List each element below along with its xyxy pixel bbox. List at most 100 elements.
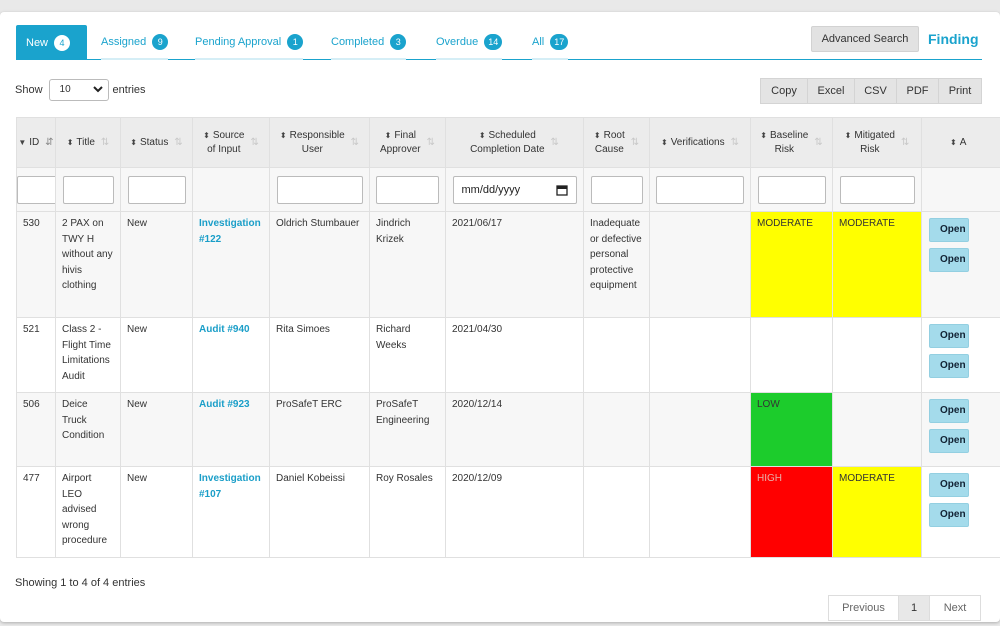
sort-icon: ⬍	[66, 138, 74, 147]
findings-table: ▼ ID ⇵ ⬍ Title ⇅ ⬍ Status ⇅ ⬍ Source of Input ⇅ ⬍…	[16, 117, 1000, 558]
excel-button[interactable]: Excel	[807, 78, 854, 104]
column-header-scheduled-date[interactable]: ⬍ Scheduled Completion Date ⇅	[445, 117, 584, 168]
column-header-baseline-risk[interactable]: ⬍ Baseline Risk ⇅	[750, 117, 833, 168]
filter-date-completion[interactable]: mm/dd/yyyy	[452, 175, 577, 204]
open-button[interactable]: Open	[929, 503, 969, 527]
chevron-down-icon	[92, 86, 103, 93]
cell-completion-date: 2021/04/30	[445, 317, 584, 393]
table-info: Showing 1 to 4 of 4 entries	[15, 577, 146, 589]
column-header-source[interactable]: ⬍ Source of Input ⇅	[192, 117, 270, 168]
tab-new[interactable]: New 4	[16, 25, 87, 60]
entries-select[interactable]: 10	[48, 79, 109, 101]
next-page-button[interactable]: Next	[929, 595, 981, 621]
tab-label: Assigned	[101, 35, 147, 48]
tab-count-badge: 1	[287, 33, 304, 50]
table-row[interactable]: 506 Deice Truck Condition New Audit #923…	[16, 392, 1000, 467]
print-button[interactable]: Print	[938, 78, 982, 104]
table-row[interactable]: 477 Airport LEO advised wrong procedure …	[16, 466, 1000, 558]
cell-verifications	[649, 211, 751, 318]
previous-page-button[interactable]: Previous	[828, 595, 898, 621]
open-button[interactable]: Open	[929, 473, 969, 497]
column-header-label: Root	[603, 129, 625, 141]
column-header-label-line2: Risk	[774, 143, 795, 155]
tab-completed[interactable]: Completed 3	[331, 25, 407, 60]
sort-icon: ⬍	[760, 130, 767, 140]
calendar-icon[interactable]	[555, 184, 568, 196]
cell-mitigated-risk: MODERATE	[832, 211, 922, 318]
cell-id: 506	[16, 392, 56, 467]
column-header-responsible-user[interactable]: ⬍ Responsible User ⇅	[269, 117, 370, 168]
column-header-label: Status	[139, 136, 169, 148]
column-header-root-cause[interactable]: ⬍ Root Cause ⇅	[583, 117, 650, 168]
sort-indicator-icon: ⇅	[550, 137, 559, 148]
filter-input-id[interactable]	[17, 175, 57, 204]
cell-status: New	[120, 466, 193, 558]
cell-status: New	[120, 317, 193, 393]
cell-root-cause	[583, 317, 650, 393]
source-link[interactable]: Investigation #122	[192, 211, 270, 318]
entries-label: entries	[112, 84, 146, 96]
pdf-button[interactable]: PDF	[896, 78, 938, 104]
column-header-verifications[interactable]: ⬍ Verifications ⇅	[649, 117, 751, 168]
cell-id: 521	[16, 317, 56, 393]
source-link[interactable]: Investigation #107	[192, 466, 270, 558]
filter-input-title[interactable]	[62, 175, 114, 204]
cell-final-approver: Roy Rosales	[369, 466, 446, 558]
tab-overdue[interactable]: Overdue 14	[436, 25, 503, 60]
header-row: ▼ ID ⇵ ⬍ Title ⇅ ⬍ Status ⇅ ⬍ Source of Input ⇅ ⬍…	[16, 117, 1000, 168]
sort-indicator-icon: ⇅	[900, 137, 910, 148]
column-header-final-approver[interactable]: ⬍ Final Approver ⇅	[369, 117, 446, 168]
column-header-label: Scheduled	[488, 129, 536, 141]
cell-final-approver: ProSafeT Engineering	[369, 392, 446, 467]
column-header-status[interactable]: ⬍ Status ⇅	[120, 117, 193, 168]
open-button[interactable]: Open	[929, 218, 969, 242]
open-button[interactable]: Open	[929, 429, 969, 453]
sort-icon: ⬍	[384, 130, 392, 140]
cell-mitigated-risk: MODERATE	[832, 466, 922, 558]
sort-icon: ⬍	[593, 130, 601, 140]
source-link[interactable]: Audit #940	[192, 317, 270, 393]
copy-button[interactable]: Copy	[760, 78, 807, 104]
sort-indicator-icon: ⇅	[100, 137, 110, 148]
cell-root-cause	[583, 392, 650, 467]
sort-indicator-icon: ⇅	[814, 137, 823, 148]
tab-assigned[interactable]: Assigned 9	[101, 25, 169, 60]
column-header-label: Mitigated	[854, 129, 895, 141]
filter-input-root-cause[interactable]	[590, 175, 643, 204]
cell-status: New	[120, 392, 193, 467]
cell-id: 530	[16, 211, 56, 318]
tab-pending-approval[interactable]: Pending Approval 1	[195, 25, 304, 60]
filter-input-verifications[interactable]	[656, 175, 744, 204]
sort-indicator-icon: ⇅	[250, 137, 259, 148]
csv-button[interactable]: CSV	[854, 78, 896, 104]
tab-count-badge: 17	[550, 33, 569, 50]
column-header-mitigated-risk[interactable]: ⬍ Mitigated Risk ⇅	[832, 117, 922, 168]
open-button[interactable]: Open	[929, 248, 969, 272]
filter-input-status[interactable]	[127, 175, 186, 204]
filter-input-final-approver[interactable]	[376, 175, 439, 204]
filter-input-baseline-risk[interactable]	[757, 175, 826, 204]
tab-count-badge: 3	[390, 33, 407, 50]
cell-completion-date: 2021/06/17	[445, 211, 584, 318]
cell-actions: Open Open	[921, 317, 1000, 393]
open-button[interactable]: Open	[929, 354, 969, 378]
open-button[interactable]: Open	[929, 324, 969, 348]
column-header-label-line2: Risk	[860, 143, 880, 155]
sort-indicator-icon: ⇅	[630, 137, 640, 148]
export-buttons: Copy Excel CSV PDF Print	[760, 78, 982, 104]
table-row[interactable]: 521 Class 2 - Flight Time Limitations Au…	[16, 317, 1000, 393]
column-header-title[interactable]: ⬍ Title ⇅	[55, 117, 121, 168]
column-header-actions[interactable]: ⬍ A	[921, 117, 1000, 168]
filter-input-responsible-user[interactable]	[276, 175, 363, 204]
cell-title: Class 2 - Flight Time Limitations Audit	[55, 317, 121, 393]
column-header-label-line2: of Input	[207, 143, 241, 155]
page-1-button[interactable]: 1	[898, 595, 929, 621]
source-link[interactable]: Audit #923	[192, 392, 270, 467]
table-row[interactable]: 530 2 PAX on TWY H without any hivis clo…	[16, 211, 1000, 318]
advanced-search-button[interactable]: Advanced Search	[811, 26, 919, 52]
open-button[interactable]: Open	[929, 399, 969, 423]
cell-mitigated-risk	[832, 317, 922, 393]
tab-all[interactable]: All 17	[532, 25, 569, 60]
filter-input-mitigated-risk[interactable]	[839, 175, 915, 204]
column-header-id[interactable]: ▼ ID ⇵	[16, 117, 56, 168]
